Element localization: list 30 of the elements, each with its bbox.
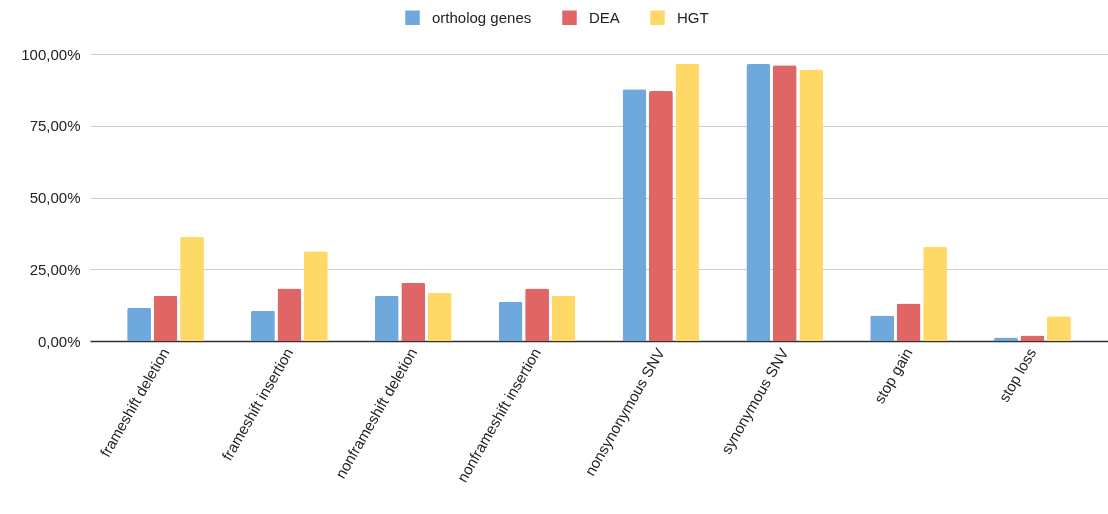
bar: [772, 65, 797, 341]
bar: [180, 236, 204, 341]
legend-label: HGT: [677, 8, 709, 26]
bar: [551, 295, 576, 341]
bar: [649, 91, 673, 341]
bar: [675, 64, 700, 341]
bar: [746, 64, 771, 341]
bar: [870, 315, 895, 341]
bar: [622, 89, 647, 341]
bar: [799, 70, 824, 341]
bar: [127, 307, 151, 341]
legend-label: DEA: [589, 8, 620, 26]
bar: [498, 301, 523, 341]
y-tick-label: 25,00%: [29, 260, 81, 278]
bar: [525, 288, 549, 341]
bar: [401, 282, 426, 341]
bar: [251, 310, 275, 341]
bar: [896, 303, 921, 341]
bar: [153, 295, 178, 341]
bar: [303, 251, 328, 341]
bar: [427, 292, 452, 341]
bar: [923, 246, 947, 341]
bar: [374, 295, 399, 341]
legend-label: ortholog genes: [432, 8, 532, 26]
bar: [1047, 316, 1071, 341]
bar: [277, 288, 302, 341]
y-tick-label: 100,00%: [21, 45, 81, 63]
y-tick-label: 0,00%: [37, 332, 81, 350]
y-tick-label: 50,00%: [29, 189, 81, 206]
y-tick-label: 75,00%: [29, 117, 81, 135]
